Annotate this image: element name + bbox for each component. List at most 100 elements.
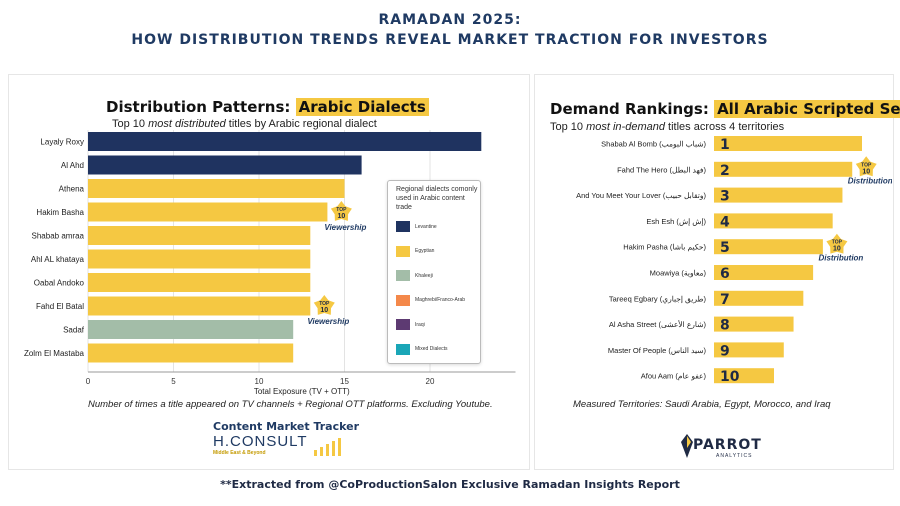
rank-label: 3 (720, 189, 730, 205)
subtitle-em: most in-demand (586, 121, 665, 133)
demand-heading-plain: Demand Rankings: (550, 100, 715, 118)
report-title-line2: HOW DISTRIBUTION TRENDS REVEAL MARKET TR… (131, 32, 769, 48)
x-tick-label: 5 (171, 377, 176, 386)
distribution-bar (88, 249, 311, 269)
hconsult-tagline: Middle East & Beyond (213, 450, 266, 456)
x-axis-title: Total Exposure (TV + OTT) (254, 387, 350, 396)
y-category-label: Al Ahd (61, 161, 84, 170)
y-category-label: Oabal Andoko (34, 279, 85, 288)
y-category-label: Ahl AL khataya (31, 255, 85, 264)
demand-bar (714, 342, 784, 358)
distribution-heading-highlight: Arabic Dialects (295, 98, 429, 116)
legend-label: Khaleeji (415, 272, 433, 279)
distribution-bar (88, 320, 294, 339)
cmt-logo-text: Content Market Tracker (213, 420, 360, 433)
rank-label: 10 (720, 369, 740, 385)
x-tick-label: 0 (86, 377, 91, 386)
distribution-footnote: Number of times a title appeared on TV c… (88, 399, 493, 410)
distribution-badge-top: TOP (832, 240, 843, 246)
distribution-bar (88, 132, 482, 151)
demand-bar (714, 239, 823, 255)
distribution-bar (88, 202, 328, 222)
demand-bar (714, 161, 853, 177)
legend-swatch (396, 343, 410, 355)
distribution-heading: Distribution Patterns: Arabic Dialects (106, 98, 429, 116)
source-note: **Extracted from @CoProductionSalon Excl… (220, 478, 680, 491)
legend-swatch (396, 270, 410, 281)
demand-bar (714, 265, 814, 280)
report-title-line1: RAMADAN 2025: (378, 12, 522, 28)
distribution-bar (88, 296, 311, 316)
distribution-bar (88, 226, 311, 245)
legend-label: Iraqi (415, 321, 425, 328)
demand-ranking-chart: 1 Shabab Al Bomb (شباب البومب) 2 Fahd The H… (576, 136, 892, 385)
viewership-badge-num: 10 (338, 213, 346, 220)
legend-label: Egyptian (415, 248, 435, 254)
demand-bar (714, 316, 794, 332)
hconsult-bars-icon (314, 438, 341, 456)
legend-item: Maghrebi/Franco-Arab (396, 294, 466, 306)
x-tick-label: 10 (255, 377, 264, 386)
parrot-logo-icon (681, 434, 693, 458)
y-category-label: Fahd El Batal (36, 302, 84, 311)
legend-item: Khaleeji (396, 270, 433, 281)
y-category-label: And You Meet Your Lover (وتقابل حبيب) (576, 191, 706, 200)
viewership-star-icon (330, 201, 352, 221)
distribution-badge-num: 10 (862, 168, 870, 175)
y-category-label: Afou Aam (عفو عام) (641, 372, 707, 381)
x-tick-label: 15 (340, 377, 349, 386)
legend-label: Maghrebi/Franco-Arab (415, 297, 466, 303)
subtitle-pre: Top 10 (550, 121, 587, 133)
demand-bar (714, 368, 774, 384)
rank-label: 2 (720, 163, 730, 179)
rank-label: 9 (720, 343, 730, 359)
hconsult-logo: H.CONSULT (213, 433, 308, 450)
viewership-badge-caption: Viewership (324, 223, 366, 232)
subtitle-pre: Top 10 (112, 118, 149, 130)
distribution-bar (88, 273, 311, 292)
demand-bar (714, 136, 862, 151)
distribution-badge-num: 10 (833, 246, 841, 253)
distribution-heading-plain: Distribution Patterns: (106, 98, 296, 116)
legend-item: Levantine (396, 221, 437, 232)
distribution-subtitle: Top 10 most distributed titles by Arabic… (112, 118, 377, 130)
parrot-logo-subtext: ANALYTICS (716, 453, 753, 459)
y-category-label: Hakim Pasha (حكيم باشا) (623, 243, 706, 252)
distribution-star-icon (826, 233, 848, 254)
rank-label: 6 (720, 266, 730, 282)
legend-label: Mixed Dialects (415, 346, 448, 352)
y-category-label: Al Asha Street (شارع الأعشى) (609, 319, 707, 329)
y-category-label: Master Of People (سيد الناس) (608, 346, 707, 355)
viewership-badge-caption: Viewership (307, 317, 349, 326)
subtitle-post: titles by Arabic regional dialect (225, 118, 377, 130)
legend-swatch (396, 221, 410, 232)
y-category-label: Shabab Al Bomb (شباب البومب) (601, 140, 706, 149)
y-category-label: Fahd The Hero (فهد البطل) (617, 165, 706, 174)
rank-label: 1 (720, 137, 730, 153)
y-category-label: Moawiya (معاوية) (650, 269, 707, 278)
viewership-star-icon (313, 295, 335, 315)
rank-label: 4 (720, 214, 730, 230)
subtitle-post: titles across 4 territories (664, 121, 785, 133)
demand-bar (714, 187, 843, 203)
y-category-label: Layaly Roxy (40, 138, 84, 147)
dialect-legend: Regional dialects comonly used in Arabic… (387, 180, 481, 364)
demand-heading: Demand Rankings: All Arabic Scripted Ser… (550, 100, 900, 118)
y-category-label: Esh Esh (إش إش) (646, 217, 706, 226)
demand-footnote: Measured Territories: Saudi Arabia, Egyp… (573, 399, 831, 410)
rank-label: 5 (720, 240, 730, 256)
distribution-badge-top: TOP (861, 162, 872, 168)
y-category-label: Sadaf (63, 326, 85, 335)
viewership-badge-top: TOP (319, 301, 330, 307)
viewership-badge-top: TOP (336, 207, 347, 213)
demand-bar (714, 290, 804, 306)
distribution-badge-caption: Distribution (848, 176, 892, 185)
legend-title: Regional dialects comonly used in Arabic… (396, 186, 478, 211)
distribution-bar (88, 343, 294, 363)
y-category-label: Zolm El Mastaba (24, 349, 85, 358)
legend-item: Mixed Dialects (396, 343, 448, 355)
legend-swatch (396, 319, 410, 330)
legend-swatch (396, 294, 410, 306)
rank-label: 8 (720, 318, 730, 334)
distribution-bar-chart: 0 5 10 15 20 Layaly Roxy Al Ahd Athena Hakim Bas… (24, 130, 516, 396)
